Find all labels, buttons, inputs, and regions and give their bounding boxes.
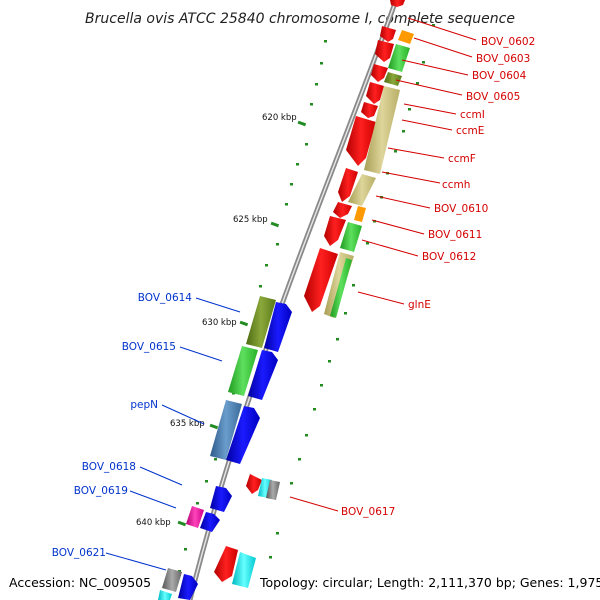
gene-label-pepn: pepN [130,399,158,411]
gene-bar-gray-small [266,480,280,500]
gene-bar-khaki-1 [364,86,400,174]
gene-bar-cyan-bottom [232,552,256,588]
ruler-dots-right [269,24,435,559]
gene-arrow-blue-bottom [178,574,198,600]
leader-lines-right [289,17,477,512]
gene-arrow-ccme [346,116,376,166]
gene-label-ccmi: ccmI [460,109,485,121]
gene-arrow-bov0602 [390,0,405,7]
ruler-label-630: 630 kbp [202,318,237,328]
gene-label-bov0612: BOV_0612 [422,251,476,263]
gene-bar-bov0619-magenta [186,506,204,528]
ruler-label-635: 635 kbp [170,419,205,429]
gene-bar-pepn [210,400,242,460]
gene-bar-cyan-left [158,590,172,600]
gene-label-bov0614: BOV_0614 [138,292,193,304]
topology-text: Topology: circular; Length: 2,111,370 bp… [259,575,600,590]
ruler-label-620: 620 kbp [262,113,297,123]
gene-bar-green-2 [340,222,362,252]
gene-label-bov0619: BOV_0619 [74,485,128,497]
gene-labels-left: BOV_0614 BOV_0615 pepN BOV_0618 BOV_0619… [52,292,193,559]
gene-arrow-blue-2 [248,350,278,400]
gene-label-ccmh: ccmh [442,179,470,191]
gene-label-bov0617: BOV_0617 [341,506,395,518]
gene-arrow-red-bottom [214,546,238,582]
ruler-major-ticks [177,120,307,527]
gene-arrow-bov0619-blue [200,512,220,532]
gene-arrow-bov0603 [380,26,396,42]
accession-text: Accession: NC_009505 [9,575,151,590]
gene-bar-orange-1 [398,30,414,44]
gene-arrow-bov0605 [371,64,388,82]
gene-arrow-ccmi-b [361,102,378,118]
gene-bar-green-1 [388,44,410,72]
gene-arrow-ccmi-a [366,82,384,104]
gene-label-bov0605: BOV_0605 [466,91,520,103]
gene-bar-olive-1 [384,72,402,86]
gene-label-bov0615: BOV_0615 [122,341,176,353]
gene-arrow-bov0618 [210,486,232,512]
ruler-label-640: 640 kbp [136,518,171,528]
gene-label-bov0604: BOV_0604 [472,70,527,82]
ruler-label-625: 625 kbp [233,215,268,225]
gene-label-ccme: ccmE [456,125,484,137]
gene-arrow-bov0611 [304,248,338,312]
reverse-genes [158,296,292,600]
forward-genes [214,0,414,588]
gene-label-bov0610: BOV_0610 [434,203,488,215]
gene-label-ccmf: ccmF [448,153,476,165]
gene-label-glne: glnE [408,299,431,311]
map-title: Brucella ovis ATCC 25840 chromosome I, c… [85,11,515,27]
gene-label-bov0621: BOV_0621 [52,547,106,559]
gene-arrow-blue-1 [264,302,292,352]
gene-bar-bov0614 [246,296,276,348]
gene-arrow-blue-3 [226,406,260,464]
gene-bar-orange-2 [354,206,366,222]
gene-bar-bov0615 [228,346,258,396]
gene-label-bov0603: BOV_0603 [476,53,530,65]
gene-bar-khaki-2 [348,174,376,206]
ruler-labels: 620 kbp 625 kbp 630 kbp 635 kbp 640 kbp [136,113,297,528]
gene-arrow-ccmf [338,168,358,202]
gene-label-bov0602: BOV_0602 [481,36,535,48]
leader-lines-left [105,297,241,571]
gene-labels-right: BOV_0602 BOV_0603 BOV_0604 BOV_0605 ccmI… [341,36,535,518]
gene-bar-bov0621-gray [162,568,182,592]
gene-label-bov0618: BOV_0618 [82,461,136,473]
gene-bar-green-3 [330,258,352,318]
gene-arrow-bov0604 [375,40,394,62]
gene-arrow-ccmh [333,202,352,218]
gene-label-bov0611: BOV_0611 [428,229,482,241]
gene-arrow-bov0610 [324,216,346,246]
gene-arrow-bov0617-red [246,474,262,494]
